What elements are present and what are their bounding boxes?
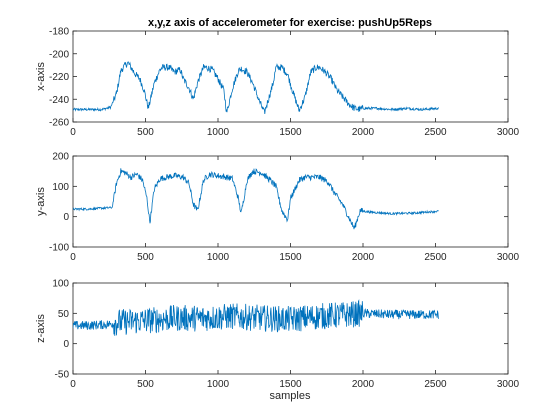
panel-2-x-tick-label: 2500 xyxy=(424,252,447,263)
panel-3-y-tick-label: 100 xyxy=(52,279,69,290)
panel-1-x-tick-label: 2500 xyxy=(424,127,447,138)
panel-1-x-tick-label: 1500 xyxy=(279,127,302,138)
x-axis-label: samples xyxy=(270,390,311,402)
panel-2-x-tick-label: 0 xyxy=(70,252,76,263)
panel-1-y-tick-label: -240 xyxy=(49,95,69,106)
panel-3-y-tick-label: 0 xyxy=(63,339,69,350)
panel-2-series-line xyxy=(73,168,439,230)
panel-3-axes-box xyxy=(72,282,509,375)
panel-1-series-line xyxy=(73,61,439,115)
panel-2-y-tick-label: 0 xyxy=(63,212,69,223)
panel-3-x-tick-label: 500 xyxy=(137,379,154,390)
panel-2-y-axis-label: y-axis xyxy=(35,187,47,216)
panel-3-x-tick-label: 1000 xyxy=(207,379,230,390)
panel-3-x-tick-label: 1500 xyxy=(279,379,302,390)
panel-3-series-line xyxy=(73,299,439,336)
panel-1-x-tick-label: 0 xyxy=(70,127,76,138)
panel-2-x-tick-label: 3000 xyxy=(497,252,520,263)
panel-1-y-tick-label: -180 xyxy=(49,27,69,38)
panel-1-y-tick-label: -260 xyxy=(49,118,69,129)
panel-3-x-tick-label: 2500 xyxy=(424,379,447,390)
panel-3-x-tick-label: 3000 xyxy=(497,379,520,390)
panel-3-x-tick-label: 0 xyxy=(70,379,76,390)
panel-1-x-tick-label: 2000 xyxy=(352,127,375,138)
panel-2-y-tick-label: -100 xyxy=(49,243,69,254)
figure-title: x,y,z axis of accelerometer for exercise… xyxy=(148,17,432,29)
panel-1-x-tick-label: 500 xyxy=(137,127,154,138)
panel-3-x-tick-label: 2000 xyxy=(352,379,375,390)
panel-3-y-axis-label: z-axis xyxy=(35,314,47,343)
panel-2-x-tick-label: 500 xyxy=(137,252,154,263)
panel-1-y-tick-label: -200 xyxy=(49,49,69,60)
panel-2-y-tick-label: 200 xyxy=(52,152,69,163)
panel-1-axes-box xyxy=(72,30,509,123)
panel-1-y-tick-label: -220 xyxy=(49,72,69,83)
panel-1-x-tick-label: 1000 xyxy=(207,127,230,138)
panel-3-y-tick-label: 50 xyxy=(58,309,70,320)
panel-1-y-axis-label: x-axis xyxy=(35,62,47,91)
panel-2-x-tick-label: 2000 xyxy=(352,252,375,263)
panel-2-x-tick-label: 1500 xyxy=(279,252,302,263)
panel-3-y-tick-label: -50 xyxy=(55,370,70,381)
panel-1-x-tick-label: 3000 xyxy=(497,127,520,138)
panel-2-x-tick-label: 1000 xyxy=(207,252,230,263)
panel-2-axes-box xyxy=(72,155,509,248)
panel-2-y-tick-label: 100 xyxy=(52,182,69,193)
